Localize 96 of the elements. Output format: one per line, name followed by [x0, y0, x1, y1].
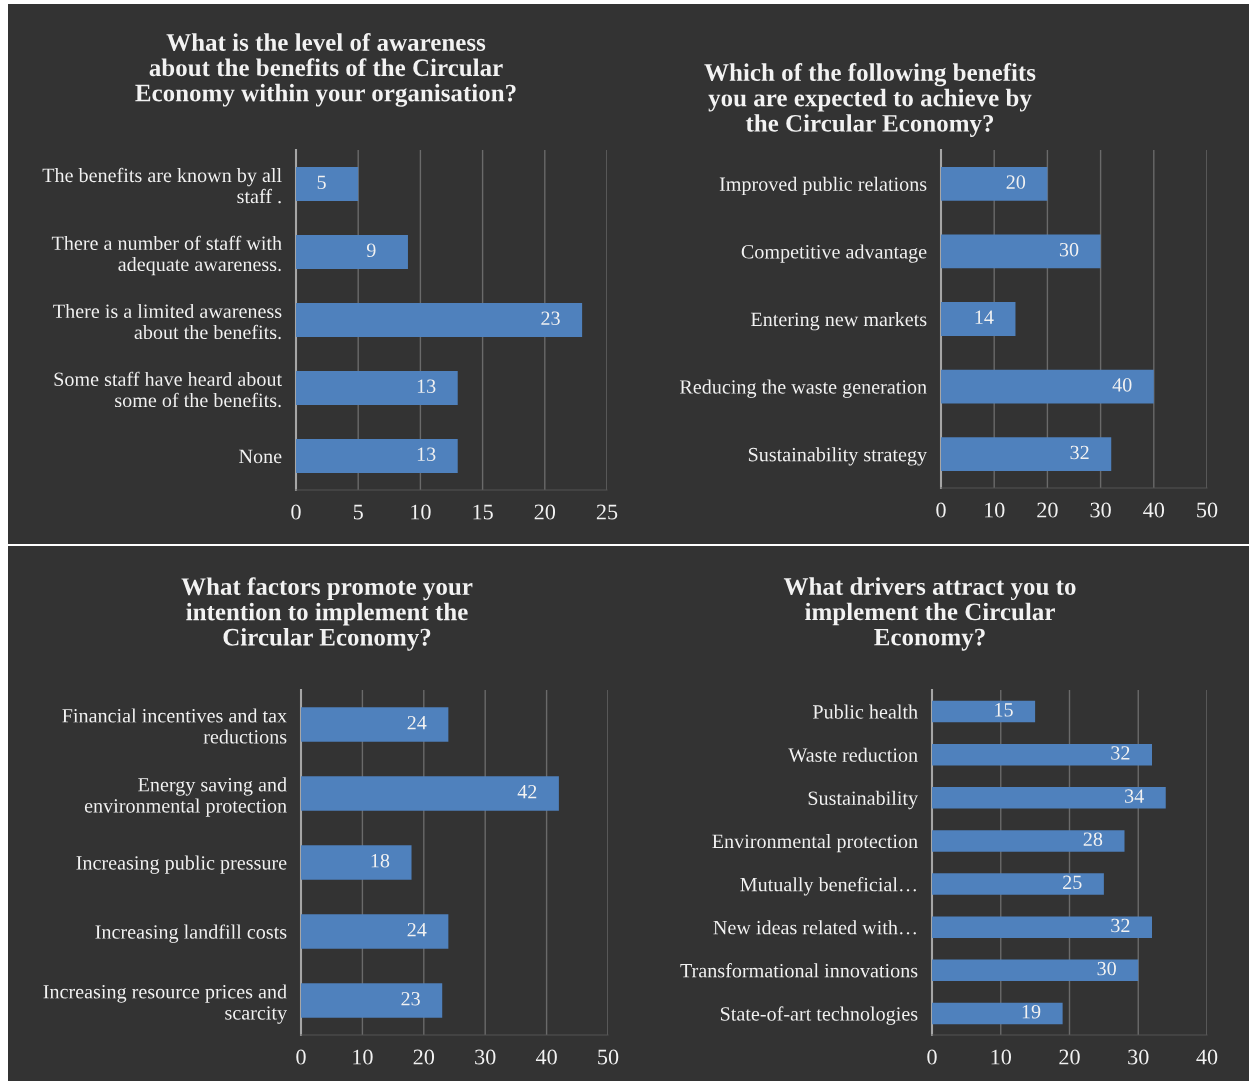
data-label: 32 — [1070, 445, 1089, 460]
y-tick-label: Energy saving and environmental protection — [84, 777, 287, 817]
y-tick-label: Increasing resource prices and scarcity — [43, 984, 288, 1024]
data-label: 32 — [1111, 918, 1130, 933]
bar — [932, 743, 1152, 766]
bar — [941, 234, 1101, 269]
y-tick-label: There is a limited awareness about the benefits. — [53, 303, 282, 340]
bar — [941, 437, 1112, 472]
y-tick-label: New ideas related with… — [713, 920, 916, 935]
bar — [941, 369, 1154, 404]
x-tick-label: 30 — [1128, 1049, 1149, 1065]
y-tick-label: There a number of staff with adequate awareness. — [51, 235, 282, 276]
x-tick-label: 40 — [535, 1049, 557, 1065]
y-tick-label: Financial incentives and tax reductions — [62, 708, 287, 744]
y-tick-label: Public health — [812, 704, 918, 719]
data-label: 9 — [366, 243, 376, 258]
bar — [296, 439, 458, 473]
y-tick-label: Transformational innovations — [680, 963, 918, 978]
data-label: 32 — [1111, 746, 1130, 760]
x-tick-label: 0 — [927, 1049, 937, 1065]
x-tick-label: 5 — [353, 504, 363, 520]
x-tick-label: 30 — [1090, 502, 1111, 518]
x-tick-label: 10 — [985, 502, 1005, 518]
bar — [296, 303, 583, 337]
x-tick-label: 10 — [991, 1049, 1012, 1065]
y-tick-label: Mutually beneficial… — [740, 876, 916, 896]
data-label: 13 — [417, 379, 436, 394]
x-tick-label: 20 — [1059, 1049, 1080, 1065]
data-label: 23 — [541, 311, 560, 326]
x-tick-label: 20 — [413, 1049, 435, 1065]
bar — [932, 1002, 1063, 1025]
data-label: 14 — [975, 310, 994, 324]
y-tick-label: None — [239, 449, 282, 464]
y-tick-label: Entering new markets — [750, 312, 927, 331]
data-label: 13 — [417, 447, 436, 462]
y-tick-label: Improved public relations — [719, 176, 927, 196]
x-tick-label: 40 — [1196, 1049, 1218, 1065]
chart-title: What is the level of awareness about the benefits of the Circular Economy within your organisation? — [135, 33, 516, 107]
data-label: 30 — [1097, 961, 1116, 976]
x-tick-label: 20 — [1037, 502, 1058, 518]
y-tick-label: Increasing landfill costs — [95, 924, 287, 943]
data-label: 25 — [1063, 875, 1082, 890]
data-label: 5 — [317, 175, 326, 190]
bar — [932, 959, 1139, 982]
x-tick-label: 10 — [411, 504, 431, 520]
y-tick-label: Increasing public pressure — [76, 855, 287, 874]
bar — [296, 167, 359, 201]
data-label: 42 — [517, 785, 537, 799]
bar — [932, 787, 1166, 809]
x-tick-label: 10 — [353, 1049, 373, 1065]
bar — [932, 830, 1125, 852]
x-tick-label: 0 — [936, 502, 946, 518]
chart-title: What factors promote your intention to implement the Circular Economy? — [181, 577, 473, 651]
bar — [296, 371, 458, 405]
data-label: 24 — [407, 716, 427, 730]
bar — [301, 776, 559, 811]
y-tick-label: Waste reduction — [788, 747, 918, 762]
data-label: 34 — [1125, 789, 1144, 803]
bar — [932, 700, 1036, 723]
x-tick-label: 0 — [296, 1049, 306, 1065]
y-tick-label: Reducing the waste generation — [679, 379, 927, 398]
data-label: 40 — [1112, 378, 1132, 392]
data-label: 30 — [1059, 242, 1079, 257]
x-tick-label: 25 — [596, 504, 618, 520]
y-tick-label: The benefits are known by all staff . — [42, 167, 282, 204]
x-tick-label: 50 — [1197, 502, 1218, 518]
bar — [941, 166, 1048, 201]
bar — [941, 302, 1016, 336]
data-label: 18 — [371, 853, 390, 868]
x-tick-label: 20 — [534, 504, 556, 520]
chart-title: What drivers attract you to implement the Circular Economy? — [783, 577, 1076, 651]
bar — [301, 983, 443, 1018]
bar — [296, 235, 408, 269]
y-tick-label: Competitive advantage — [741, 244, 927, 263]
y-tick-label: Sustainability strategy — [748, 447, 928, 466]
bar — [932, 916, 1152, 938]
x-tick-label: 40 — [1143, 502, 1165, 518]
bar — [301, 707, 449, 742]
data-label: 28 — [1083, 832, 1103, 846]
data-label: 15 — [995, 703, 1013, 717]
chart-title: Which of the following benefits you are expected to achieve by the Circular Economy? — [704, 63, 1036, 137]
x-tick-label: 0 — [291, 504, 301, 520]
y-tick-label: State-of-art technologies — [720, 1006, 918, 1025]
data-label: 23 — [401, 992, 420, 1006]
data-label: 20 — [1006, 175, 1026, 189]
data-label: 24 — [407, 923, 427, 937]
bar — [301, 845, 412, 880]
bar — [301, 914, 449, 949]
x-tick-label: 30 — [475, 1049, 496, 1065]
x-tick-label: 50 — [598, 1049, 619, 1065]
y-tick-label: Some staff have heard about some of the benefits. — [54, 371, 282, 408]
y-tick-label: Sustainability — [808, 790, 919, 810]
data-label: 19 — [1022, 1004, 1041, 1019]
y-tick-label: Environmental protection — [712, 833, 918, 853]
x-tick-label: 15 — [473, 504, 493, 520]
bar — [932, 873, 1104, 895]
